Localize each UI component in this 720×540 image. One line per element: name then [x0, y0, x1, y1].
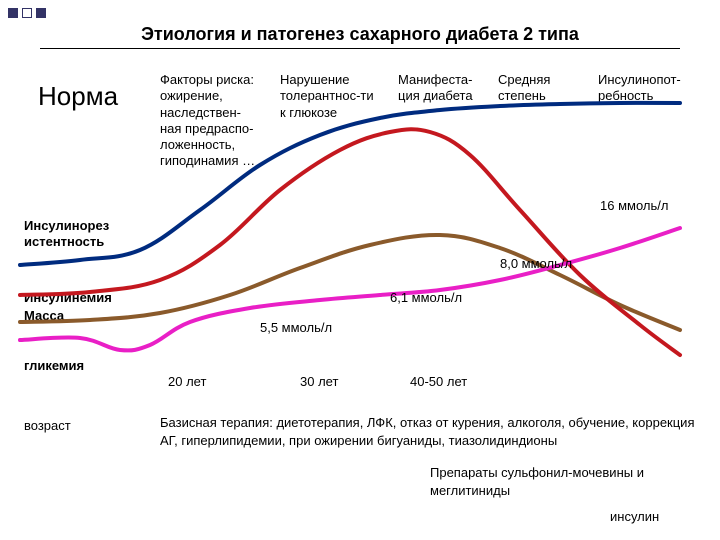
age-40: 40-50 лет	[410, 374, 467, 390]
curve-mass	[20, 235, 680, 330]
age-30: 30 лет	[300, 374, 338, 390]
chart-area	[20, 70, 700, 360]
left-age: возраст	[24, 418, 71, 434]
footer-sulf: Препараты сульфонил-мочевины и меглитини…	[430, 464, 700, 499]
footer-basic: Базисная терапия: диетотерапия, ЛФК, отк…	[160, 414, 700, 449]
val-55: 5,5 ммоль/л	[260, 320, 332, 336]
left-glycemia: гликемия	[24, 358, 84, 374]
chart-svg	[20, 70, 700, 360]
val-61: 6,1 ммоль/л	[390, 290, 462, 306]
age-20: 20 лет	[168, 374, 206, 390]
curve-insulin-resistance	[20, 103, 680, 265]
val-16: 16 ммоль/л	[600, 198, 668, 214]
val-8: 8,0 ммоль/л	[500, 256, 572, 272]
curve-insulinemia	[20, 129, 680, 355]
title-underline	[40, 48, 680, 49]
footer-insulin: инсулин	[610, 508, 659, 526]
page-title: Этиология и патогенез сахарного диабета …	[0, 24, 720, 45]
